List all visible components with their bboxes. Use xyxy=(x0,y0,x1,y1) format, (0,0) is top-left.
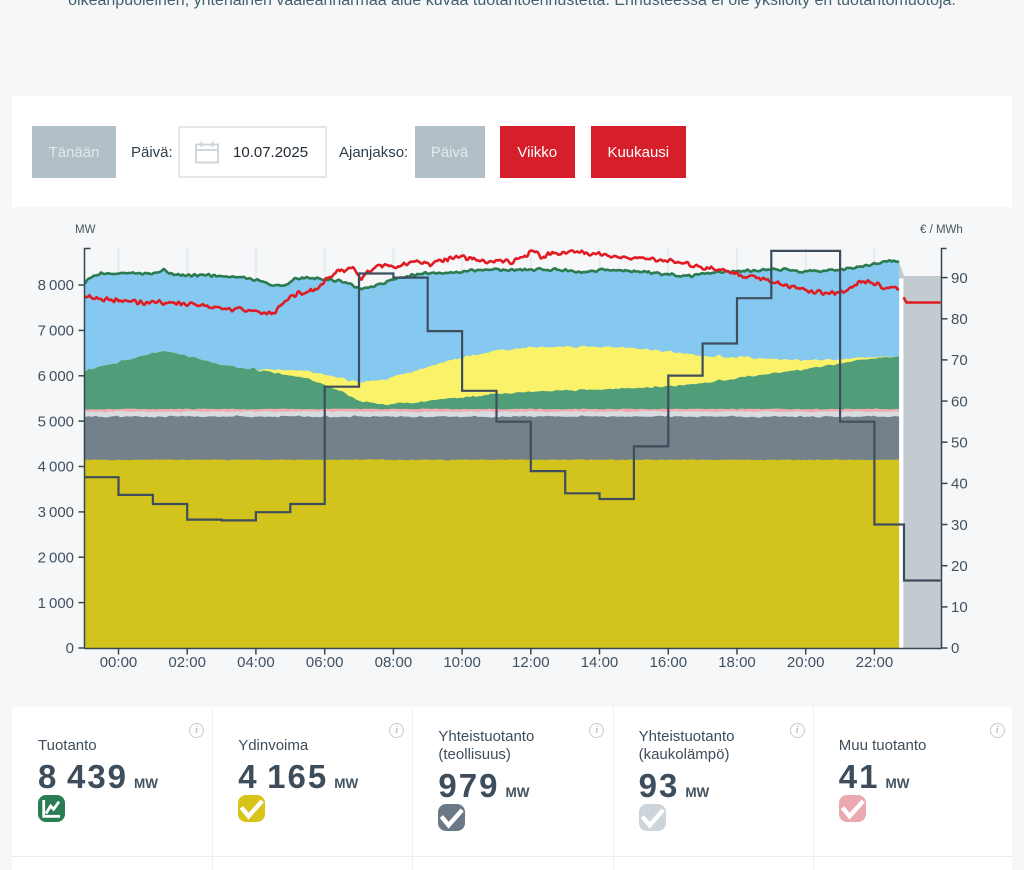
svg-text:16:00: 16:00 xyxy=(650,654,688,670)
svg-text:MW: MW xyxy=(75,224,96,236)
svg-text:€ / MWh: € / MWh xyxy=(920,224,963,236)
svg-text:3 000: 3 000 xyxy=(38,504,74,521)
svg-text:40: 40 xyxy=(951,476,968,493)
svg-text:2 000: 2 000 xyxy=(38,550,74,567)
svg-text:22:00: 22:00 xyxy=(856,654,894,670)
svg-text:80: 80 xyxy=(951,311,968,328)
svg-text:90: 90 xyxy=(951,270,968,287)
svg-text:10:00: 10:00 xyxy=(443,654,481,670)
svg-text:0: 0 xyxy=(951,640,959,657)
svg-text:10: 10 xyxy=(951,599,968,616)
svg-text:60: 60 xyxy=(951,393,968,410)
svg-text:4 000: 4 000 xyxy=(38,459,74,476)
svg-text:08:00: 08:00 xyxy=(375,654,413,670)
svg-text:70: 70 xyxy=(951,352,968,369)
svg-text:7 000: 7 000 xyxy=(38,323,74,340)
svg-text:30: 30 xyxy=(951,517,968,534)
svg-text:04:00: 04:00 xyxy=(237,654,275,670)
svg-text:18:00: 18:00 xyxy=(718,654,756,670)
svg-text:1 000: 1 000 xyxy=(38,595,74,612)
svg-text:02:00: 02:00 xyxy=(168,654,206,670)
svg-text:14:00: 14:00 xyxy=(581,654,619,670)
svg-text:50: 50 xyxy=(951,434,968,451)
svg-text:06:00: 06:00 xyxy=(306,654,344,670)
svg-text:8 000: 8 000 xyxy=(38,277,74,294)
svg-text:6 000: 6 000 xyxy=(38,368,74,385)
svg-text:20: 20 xyxy=(951,558,968,575)
svg-text:00:00: 00:00 xyxy=(100,654,138,670)
svg-text:20:00: 20:00 xyxy=(787,654,825,670)
svg-text:12:00: 12:00 xyxy=(512,654,550,670)
svg-text:0: 0 xyxy=(66,640,74,657)
svg-text:5 000: 5 000 xyxy=(38,413,74,430)
